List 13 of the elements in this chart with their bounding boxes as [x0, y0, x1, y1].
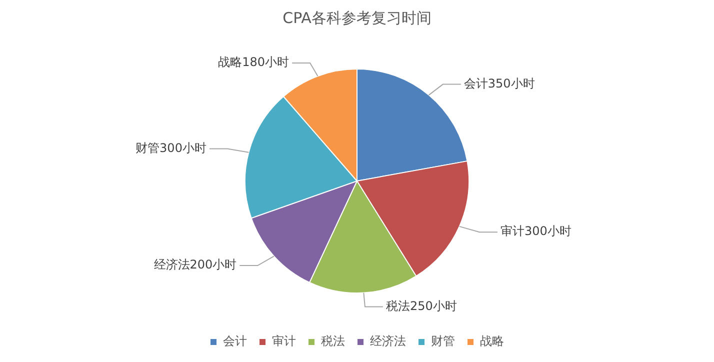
chart-title: CPA各科参考复习时间: [282, 8, 432, 27]
legend-label: 财管: [431, 334, 455, 348]
legend-label: 经济法: [370, 334, 406, 348]
legend-label: 税法: [321, 334, 345, 348]
legend-label: 会计: [223, 334, 247, 348]
legend-label: 战略: [480, 334, 504, 348]
data-label: 财管300小时: [136, 140, 206, 155]
data-label: 税法250小时: [386, 298, 457, 313]
data-label: 经济法200小时: [154, 258, 237, 272]
data-label: 会计350小时: [464, 76, 535, 90]
legend-label: 审计: [272, 334, 296, 348]
data-label: 战略180小时: [218, 55, 290, 70]
data-label: 审计300小时: [500, 224, 572, 238]
